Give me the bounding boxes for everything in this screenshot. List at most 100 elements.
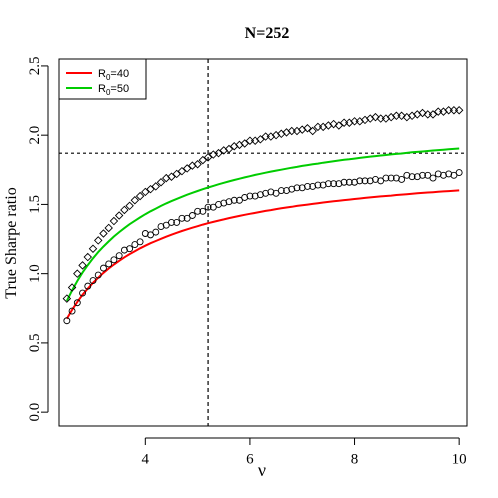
y-axis-label: True Sharpe ratio <box>3 187 20 298</box>
data-point-r0-40 <box>330 180 338 188</box>
y-tick-label: 0.0 <box>27 403 43 422</box>
data-point-r0-40 <box>345 178 353 186</box>
data-point-r0-50 <box>261 132 270 141</box>
data-point-r0-50 <box>177 166 187 176</box>
data-point-r0-50 <box>313 122 323 132</box>
data-point-r0-50 <box>397 111 406 121</box>
legend-label-r0-50-main: R <box>98 83 106 95</box>
data-point-r0-40 <box>408 173 416 181</box>
x-tick-label: 4 <box>142 452 150 468</box>
data-point-r0-40 <box>173 218 181 226</box>
data-point-r0-40 <box>429 174 437 182</box>
data-point-r0-50 <box>371 112 380 122</box>
data-point-r0-40 <box>398 176 406 183</box>
data-point-r0-40 <box>236 196 243 204</box>
data-point-r0-50 <box>198 155 208 165</box>
data-point-r0-50 <box>334 121 344 130</box>
legend-box <box>58 58 147 100</box>
data-point-r0-40 <box>188 212 196 219</box>
data-point-r0-50 <box>151 182 161 191</box>
data-point-r0-40 <box>157 223 165 231</box>
data-point-r0-40 <box>262 189 270 197</box>
data-point-r0-40 <box>319 181 327 189</box>
data-point-r0-40 <box>126 245 134 253</box>
data-point-r0-40 <box>220 199 228 207</box>
data-point-r0-50 <box>449 106 459 115</box>
data-point-r0-50 <box>240 139 249 148</box>
data-point-r0-40 <box>309 182 317 190</box>
data-point-r0-40 <box>152 228 160 236</box>
data-point-r0-40 <box>340 178 348 186</box>
data-point-r0-40 <box>162 221 170 229</box>
data-point-r0-40 <box>372 176 379 183</box>
data-point-r0-50 <box>182 164 192 173</box>
data-point-r0-40 <box>84 282 92 290</box>
data-point-r0-50 <box>88 244 98 253</box>
data-point-r0-40 <box>215 200 222 208</box>
data-point-r0-40 <box>335 180 343 188</box>
y-tick-label: 2.0 <box>27 126 43 145</box>
data-point-r0-40 <box>424 171 432 179</box>
data-point-r0-40 <box>204 203 212 211</box>
data-point-r0-40 <box>209 203 217 211</box>
data-point-r0-40 <box>351 178 358 186</box>
data-point-r0-40 <box>199 207 207 215</box>
data-point-r0-50 <box>67 283 77 292</box>
data-point-r0-50 <box>428 110 438 119</box>
data-point-r0-40 <box>131 241 139 249</box>
legend-label-r0-50-rest: =50 <box>110 83 129 95</box>
data-point-r0-50 <box>109 216 119 226</box>
y-tick-label: 2.5 <box>27 57 43 76</box>
data-point-r0-40 <box>324 180 332 188</box>
series-line-r0-40 <box>65 189 460 320</box>
data-point-r0-50 <box>172 169 181 179</box>
data-point-r0-50 <box>224 144 234 154</box>
data-point-r0-40 <box>178 214 186 222</box>
data-point-r0-40 <box>314 181 322 189</box>
data-point-r0-40 <box>419 171 426 179</box>
x-axis-label: ν <box>258 460 266 480</box>
data-point-r0-40 <box>79 289 86 297</box>
legend-label-r0-40-sub: 0 <box>106 73 111 82</box>
data-point-r0-50 <box>135 191 145 201</box>
data-point-r0-40 <box>366 177 374 185</box>
data-point-r0-40 <box>241 194 249 201</box>
data-point-r0-40 <box>230 196 238 204</box>
series-line-r0-50 <box>65 147 460 302</box>
data-point-r0-40 <box>277 187 285 195</box>
data-point-r0-40 <box>73 299 81 307</box>
data-point-r0-40 <box>120 246 128 254</box>
data-point-r0-40 <box>377 177 385 185</box>
data-point-r0-50 <box>73 269 82 278</box>
data-point-r0-40 <box>450 171 458 179</box>
data-point-r0-40 <box>89 277 97 285</box>
data-point-r0-40 <box>115 252 123 260</box>
data-point-r0-40 <box>413 173 421 181</box>
data-point-r0-40 <box>445 170 453 178</box>
y-tick-label: 0.5 <box>27 334 43 353</box>
data-point-r0-50 <box>303 124 312 133</box>
plot-marks <box>59 59 467 426</box>
data-point-r0-40 <box>63 317 71 325</box>
data-point-r0-40 <box>440 171 447 179</box>
data-point-r0-40 <box>403 171 411 179</box>
legend: R0=40 R0=50 <box>58 58 147 100</box>
data-point-r0-40 <box>267 188 275 196</box>
data-point-r0-50 <box>156 178 166 187</box>
data-point-r0-50 <box>433 107 443 116</box>
data-point-r0-50 <box>339 118 349 127</box>
data-point-r0-50 <box>104 223 113 233</box>
legend-label-r0-40-main: R <box>98 68 106 80</box>
data-point-r0-50 <box>93 236 103 245</box>
data-point-r0-40 <box>183 214 191 222</box>
data-point-r0-50 <box>83 252 93 262</box>
data-point-r0-40 <box>100 264 107 272</box>
legend-label-r0-50: R0=50 <box>98 83 129 97</box>
axes: 4 6 8 10 0.0 0.5 1.0 1.5 2.0 2.5 <box>27 57 467 468</box>
data-point-r0-40 <box>293 184 301 192</box>
data-point-r0-50 <box>454 106 464 115</box>
data-point-r0-40 <box>455 169 463 177</box>
data-point-r0-40 <box>147 231 154 239</box>
y-tick-label: 1.5 <box>27 195 43 214</box>
